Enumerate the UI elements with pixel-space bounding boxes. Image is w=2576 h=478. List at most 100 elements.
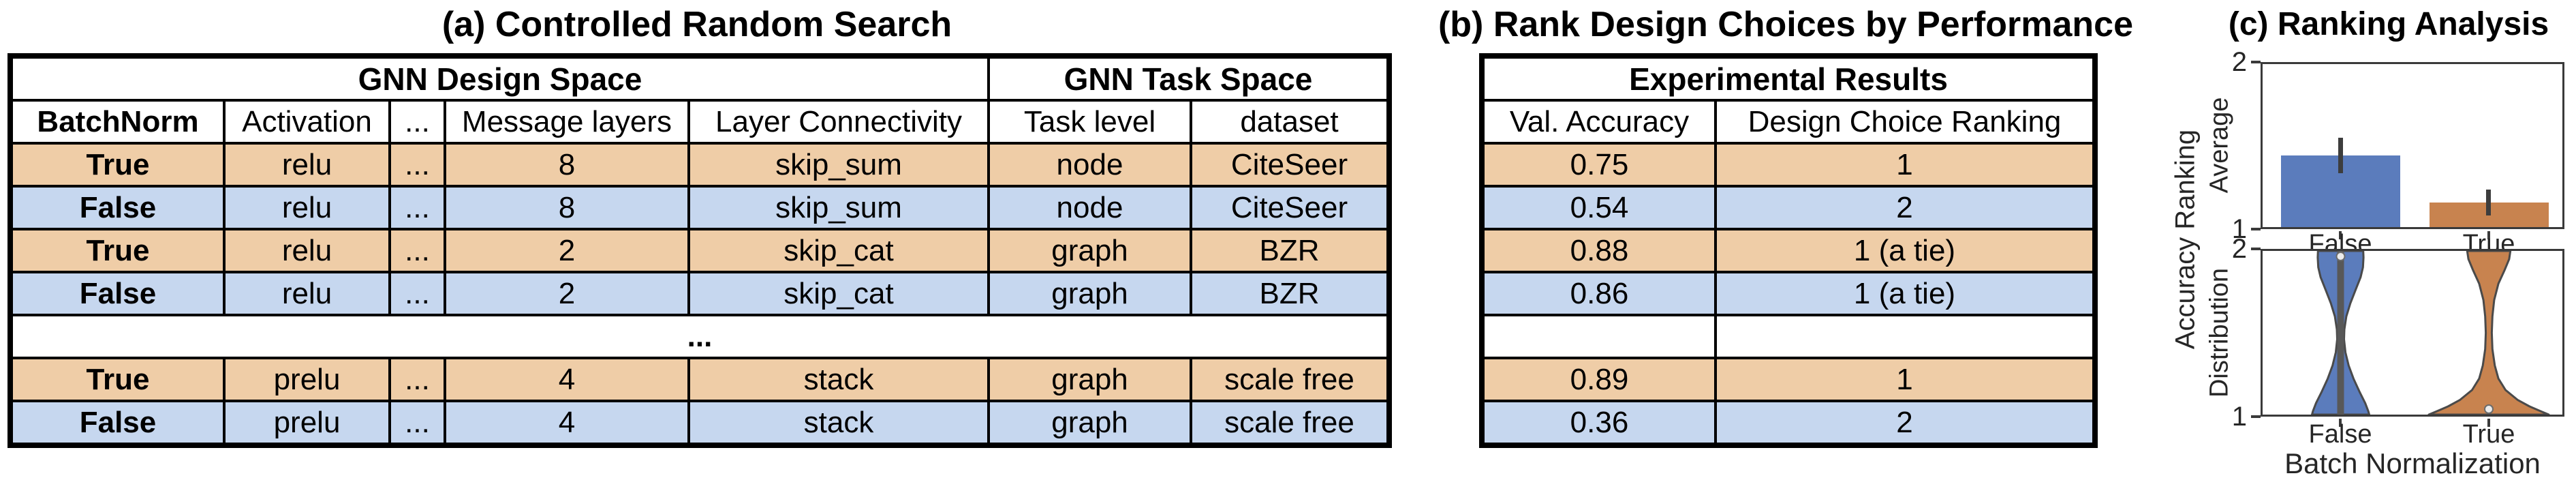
bar-ytick-label-1: 1 — [2231, 214, 2247, 244]
cell: stack — [687, 400, 990, 447]
cell: 8 — [444, 185, 690, 230]
cell: graph — [987, 357, 1192, 402]
cell: True — [9, 357, 226, 402]
bar-ytick-mark — [2251, 61, 2261, 63]
cell: CiteSeer — [1190, 142, 1391, 188]
cell: 2 — [444, 228, 690, 273]
violin-chart-y-axis-label: Distribution — [2205, 267, 2234, 398]
header-experimental-results: Experimental Results — [1480, 55, 2096, 102]
group-header-row: GNN Design Space GNN Task Space — [9, 55, 1391, 102]
bar-ytick-mark — [2251, 228, 2261, 230]
group-header-task-space: GNN Task Space — [987, 55, 1391, 102]
cell: False — [9, 400, 226, 447]
panel-a-title: (a) Controlled Random Search — [441, 5, 952, 44]
cell: ... — [388, 357, 446, 402]
column-header-row: BatchNorm Activation ... Message layers … — [9, 99, 1391, 145]
cell: skip_sum — [687, 142, 990, 188]
cell: 0.54 — [1480, 185, 1717, 230]
violin-ytick-label-1: 1 — [2231, 402, 2247, 432]
cell: scale free — [1190, 400, 1391, 447]
group-header-row: Experimental Results — [1480, 55, 2096, 102]
violin-xtick-label-true: True — [2462, 420, 2515, 449]
violin-xtick-label-false: False — [2308, 420, 2372, 449]
col-header-design-choice-ranking: Design Choice Ranking — [1714, 99, 2096, 145]
ellipsis-cell: ... — [9, 314, 1391, 359]
table-row: 0.36 2 — [1480, 400, 2096, 447]
bar-ytick-label-2: 2 — [2231, 47, 2247, 77]
violin-xtick-mark — [2339, 419, 2342, 427]
table-row: 0.75 1 — [1480, 142, 2096, 188]
cell: 0.89 — [1480, 357, 1717, 402]
group-header-design-space: GNN Design Space — [9, 55, 990, 102]
violin-median-dot — [2336, 252, 2346, 261]
panel-a-table: GNN Design Space GNN Task Space BatchNor… — [7, 53, 1392, 448]
error-bar-true — [2486, 190, 2491, 216]
cell: 1 (a tie) — [1714, 228, 2096, 273]
cell: graph — [987, 271, 1192, 316]
cell: prelu — [223, 400, 391, 447]
table-row: 0.88 1 (a tie) — [1480, 228, 2096, 273]
cell: relu — [223, 142, 391, 188]
panel-b-table: Experimental Results Val. Accuracy Desig… — [1479, 53, 2098, 448]
col-header-dataset: dataset — [1190, 99, 1391, 145]
table-row: False relu ... 8 skip_sum node CiteSeer — [9, 185, 1391, 230]
cell: ... — [388, 142, 446, 188]
empty-row — [1480, 314, 2096, 359]
cell: 0.86 — [1480, 271, 1717, 316]
violin-inner-box — [2337, 251, 2344, 415]
table-row: 0.89 1 — [1480, 357, 2096, 402]
cell: 4 — [444, 357, 690, 402]
x-axis-label-batch-normalization: Batch Normalization — [2284, 447, 2541, 478]
violin-ytick-mark — [2251, 248, 2261, 250]
cell: node — [987, 142, 1192, 188]
cell: CiteSeer — [1190, 185, 1391, 230]
cell: False — [9, 271, 226, 316]
col-header-layer-connectivity: Layer Connectivity — [687, 99, 990, 145]
cell: 1 (a tie) — [1714, 271, 2096, 316]
col-header-batchnorm: BatchNorm — [9, 99, 226, 145]
cell: 2 — [444, 271, 690, 316]
ellipsis-row: ... — [9, 314, 1391, 359]
cell — [1480, 314, 1717, 359]
cell: relu — [223, 228, 391, 273]
shared-y-axis-label: Accuracy Ranking — [2170, 129, 2201, 350]
cell: relu — [223, 185, 391, 230]
cell: ... — [388, 185, 446, 230]
cell: True — [9, 228, 226, 273]
table-row: False relu ... 2 skip_cat graph BZR — [9, 271, 1391, 316]
cell: skip_cat — [687, 228, 990, 273]
table-row: True relu ... 2 skip_cat graph BZR — [9, 228, 1391, 273]
cell — [1714, 314, 2096, 359]
col-header-val-accuracy: Val. Accuracy — [1480, 99, 1717, 145]
bar-chart-y-axis-label: Average — [2205, 97, 2234, 194]
violin-svg — [2311, 250, 2550, 416]
violin-chart-plot — [2261, 249, 2564, 417]
error-bar-false — [2338, 137, 2343, 174]
col-header-activation: Activation — [223, 99, 391, 145]
bar-xtick-mark — [2339, 231, 2342, 239]
violin-xtick-mark — [2487, 419, 2490, 427]
panel-c-title: (c) Ranking Analysis — [2228, 6, 2549, 42]
bar-xtick-mark — [2487, 231, 2490, 239]
violin-ytick-label-2: 2 — [2231, 234, 2247, 264]
cell: 0.36 — [1480, 400, 1717, 447]
cell: graph — [987, 400, 1192, 447]
cell: 2 — [1714, 400, 2096, 447]
table-row: 0.86 1 (a tie) — [1480, 271, 2096, 316]
table-row: 0.54 2 — [1480, 185, 2096, 230]
cell: BZR — [1190, 271, 1391, 316]
cell: relu — [223, 271, 391, 316]
violin-median-dot — [2484, 404, 2494, 414]
cell: BZR — [1190, 228, 1391, 273]
column-header-row: Val. Accuracy Design Choice Ranking — [1480, 99, 2096, 145]
cell: 0.75 — [1480, 142, 1717, 188]
cell: 1 — [1714, 142, 2096, 188]
cell: prelu — [223, 357, 391, 402]
cell: ... — [388, 400, 446, 447]
cell: scale free — [1190, 357, 1391, 402]
col-header-task-level: Task level — [987, 99, 1192, 145]
bar-chart-plot — [2261, 62, 2564, 229]
violin-ytick-mark — [2251, 415, 2261, 418]
table-row: True prelu ... 4 stack graph scale free — [9, 357, 1391, 402]
